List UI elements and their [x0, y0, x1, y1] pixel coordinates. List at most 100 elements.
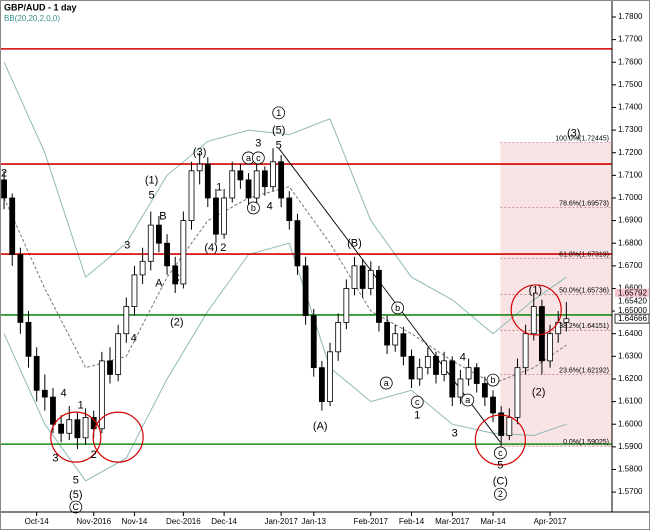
candle-body — [392, 333, 399, 346]
wave-label: (5) — [69, 489, 82, 501]
candle-body — [164, 242, 170, 267]
candle-body — [506, 417, 513, 436]
wave-label: (3) — [193, 146, 206, 158]
wave-label: 1 — [414, 410, 420, 422]
fib-label: 100.0%(1.72445) — [555, 135, 609, 142]
fib-label: 23.6%(1.62192) — [559, 367, 609, 374]
candle-body — [50, 396, 56, 425]
candle-body — [408, 355, 415, 380]
candle-body — [302, 265, 309, 317]
candle-body — [449, 360, 456, 398]
candle-body — [41, 389, 48, 398]
y-tick-label: 1.6100 — [618, 397, 643, 406]
front-layer: 100.0%(1.72445) 78.6%(1.69573) 61.8%(1.673… — [1, 12, 650, 526]
y-tick-label: 1.6600 — [618, 284, 643, 293]
wave-label: C — [172, 272, 180, 284]
candle-body — [416, 367, 423, 380]
y-tick-label: 1.7500 — [618, 80, 643, 89]
y-tick-label: 1.7400 — [618, 103, 643, 112]
wave-label: a — [384, 378, 389, 388]
x-tick-label: Apr-2017 — [534, 517, 567, 526]
y-tick-label: 1.6900 — [618, 216, 643, 225]
y-tick-label: 1.7800 — [618, 12, 643, 21]
wave-label: b — [491, 375, 496, 385]
candle-body — [156, 224, 162, 244]
wave-label: (1) — [145, 174, 158, 186]
candle-body — [25, 322, 32, 357]
candle-body — [33, 355, 40, 391]
candle-body — [172, 265, 179, 285]
candle-body — [139, 260, 146, 276]
wave-label: 1 — [216, 182, 222, 194]
wave-label: (2) — [170, 316, 183, 328]
wave-label: 3 — [52, 453, 58, 465]
candle-body — [563, 318, 570, 323]
band-lower — [3, 242, 567, 482]
fib-label: 0.0%(1.59025) — [563, 439, 609, 446]
wave-label: 5 — [276, 139, 282, 151]
x-tick-label: Feb-14 — [399, 517, 425, 526]
y-tick-label: 1.6700 — [618, 261, 643, 270]
y-tick-label: 1.6800 — [618, 238, 643, 247]
fib-label: 38.2%(1.64151) — [559, 323, 609, 330]
candle-body — [465, 367, 472, 380]
wave-label: 5 — [149, 189, 155, 201]
candle-body — [188, 170, 195, 221]
candle-body — [343, 288, 350, 323]
candle-body — [147, 224, 154, 262]
y-tick-label: 1.5900 — [618, 442, 643, 451]
candle-body — [433, 355, 439, 375]
mid-layer — [0, 48, 612, 450]
highlight-circle — [50, 411, 102, 463]
candle-body — [270, 161, 276, 188]
wave-label: a — [246, 153, 251, 163]
candle-body — [123, 306, 130, 335]
candle-body — [115, 333, 122, 375]
wave-circle — [493, 446, 507, 460]
candle-body — [310, 315, 317, 369]
candle-body — [359, 265, 366, 289]
y-tick-label: 1.6000 — [618, 419, 643, 428]
candle-body — [107, 360, 113, 375]
candle-body — [457, 378, 464, 398]
candle-body — [286, 197, 293, 221]
y-tick-label: 1.5800 — [618, 465, 643, 474]
wave-label: c — [415, 397, 420, 407]
x-tick-label: Mar-14 — [480, 517, 506, 526]
fib-label: 61.8%(1.67319) — [559, 251, 609, 258]
wave-label: 5 — [73, 475, 79, 487]
candle-body — [547, 333, 553, 362]
fib-label: 50.0%(1.65736) — [559, 287, 609, 294]
highlight-circle — [92, 411, 144, 463]
candle-body — [278, 161, 285, 199]
wave-label: (4) — [204, 242, 217, 254]
candle-body — [66, 419, 73, 434]
wave-label: (5) — [272, 124, 285, 136]
candle-body — [58, 423, 65, 434]
y-tick-label: 1.6300 — [618, 351, 643, 360]
band-upper — [3, 61, 567, 335]
candle-body — [384, 322, 390, 346]
y-tick-label: 1.5700 — [618, 487, 643, 496]
candle-body — [1, 179, 7, 199]
wave-label: 4 — [267, 200, 273, 212]
wave-label: A — [155, 277, 163, 289]
candle-body — [213, 197, 219, 235]
candle-body — [9, 197, 16, 255]
wave-label: (A) — [313, 420, 328, 432]
candle-body — [490, 396, 496, 414]
wave-label: b — [395, 303, 400, 313]
wave-circle — [272, 106, 286, 120]
wave-label: (1) — [529, 284, 542, 296]
wave-label: 5 — [497, 459, 503, 471]
chart-title: GBP/AUD - 1 day — [4, 2, 77, 12]
candle-body — [400, 333, 407, 357]
candle-body — [82, 417, 89, 439]
candle-body — [98, 360, 105, 430]
candle-body — [74, 419, 81, 439]
y-tick-label: 1.7300 — [618, 125, 643, 134]
y-tick-label: 1.7700 — [618, 35, 643, 44]
price-label-box — [615, 306, 649, 316]
wave-circle — [391, 301, 405, 315]
